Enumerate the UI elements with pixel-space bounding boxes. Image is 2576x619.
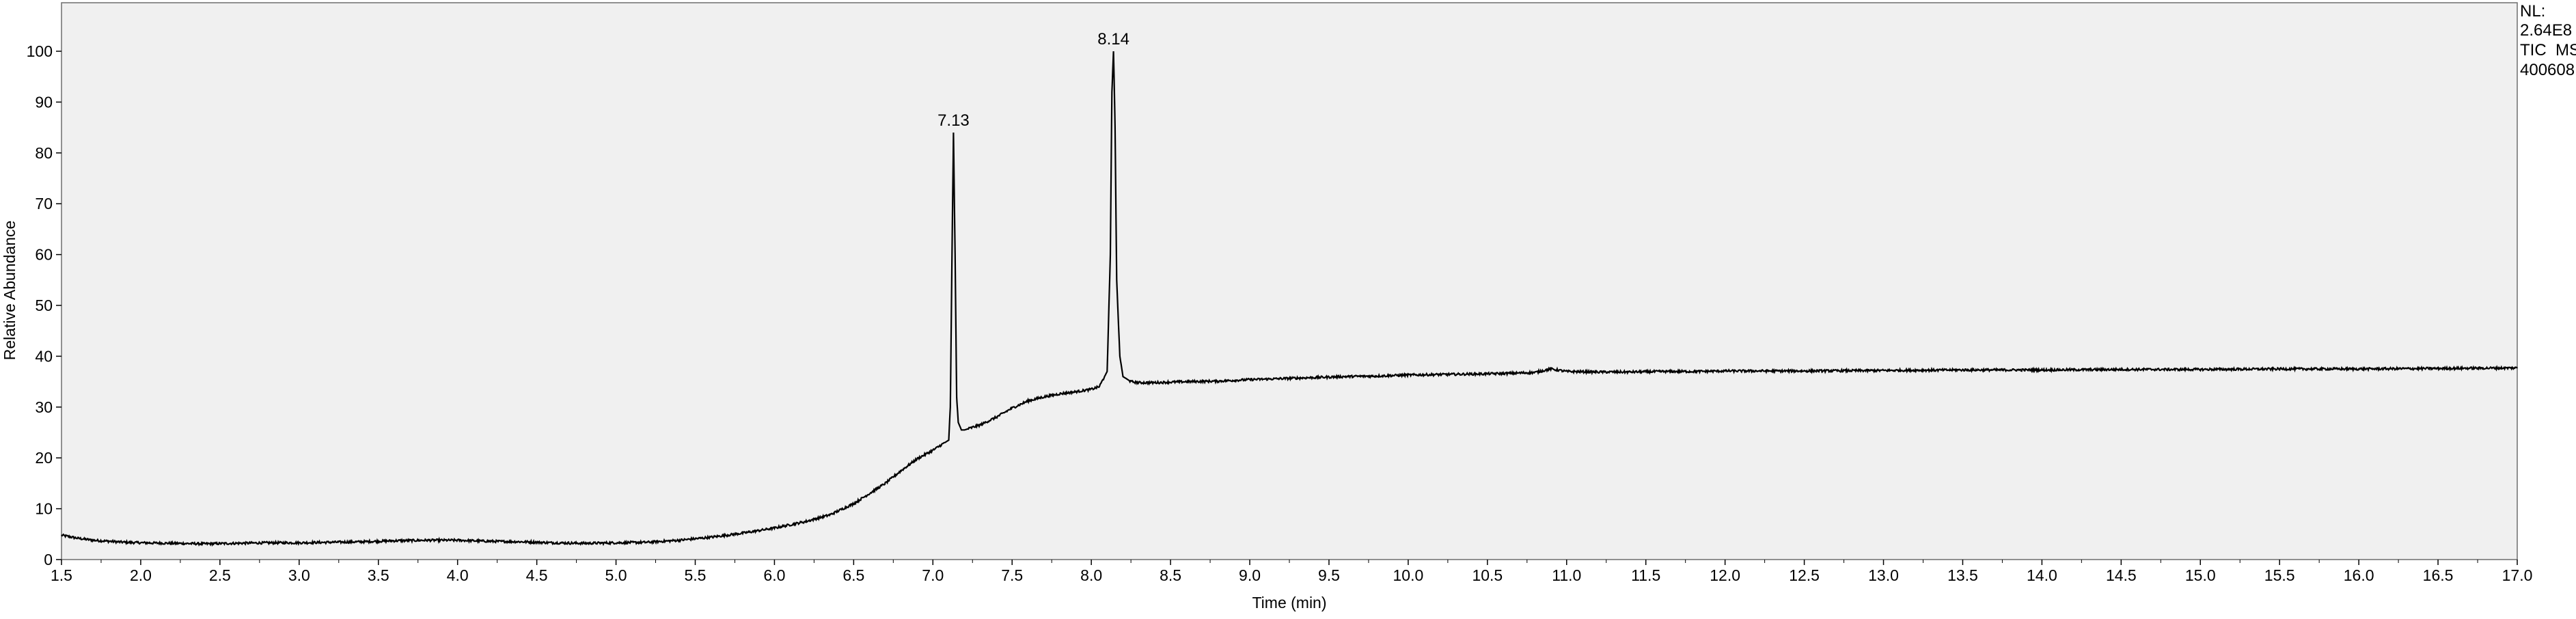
info-line-1: NL:	[2520, 2, 2545, 20]
x-tick-label: 14.0	[2027, 566, 2057, 584]
y-tick-label: 0	[44, 551, 53, 568]
x-tick-label: 16.0	[2344, 566, 2374, 584]
x-tick-label: 14.5	[2106, 566, 2137, 584]
y-tick-label: 20	[35, 449, 53, 467]
x-tick-label: 13.5	[1947, 566, 1978, 584]
x-tick-label: 11.5	[1631, 566, 1660, 584]
x-tick-label: 12.5	[1789, 566, 1820, 584]
info-line-3: TIC MS	[2520, 41, 2576, 59]
x-tick-label: 11.0	[1552, 566, 1581, 584]
y-axis: 0 10 20 30 40 50 60 70 80 90 100	[27, 42, 61, 568]
x-axis-title: Time (min)	[1252, 594, 1326, 611]
x-tick-label: 8.0	[1080, 566, 1102, 584]
series-line	[61, 51, 2518, 547]
x-tick-label: 9.0	[1239, 566, 1261, 584]
x-tick-label: 8.5	[1160, 566, 1181, 584]
x-tick-label: 17.0	[2502, 566, 2533, 584]
x-tick-label: 4.5	[526, 566, 548, 584]
y-tick-label: 40	[35, 347, 53, 365]
x-tick-label: 13.0	[1868, 566, 1899, 584]
x-tick-label: 4.0	[447, 566, 469, 584]
x-tick-label: 7.5	[1001, 566, 1023, 584]
y-tick-label: 60	[35, 246, 53, 264]
y-tick-label: 30	[35, 398, 53, 416]
y-tick-label: 90	[35, 93, 53, 111]
info-line-4: 400608	[2520, 61, 2575, 79]
y-tick-label: 100	[27, 42, 53, 60]
x-tick-label: 9.5	[1318, 566, 1340, 584]
x-tick-label: 6.5	[842, 566, 864, 584]
y-tick-label: 10	[35, 500, 53, 518]
info-line-2: 2.64E8	[2520, 21, 2572, 40]
x-tick-label: 5.5	[684, 566, 706, 584]
x-tick-label: 15.0	[2185, 566, 2216, 584]
info-box: NL: 2.64E8 TIC MS 400608	[2520, 2, 2576, 79]
x-tick-label: 3.5	[368, 566, 389, 584]
x-tick-label: 3.0	[288, 566, 310, 584]
x-tick-label: 2.5	[209, 566, 231, 584]
x-tick-label: 15.5	[2264, 566, 2295, 584]
y-tick-label: 50	[35, 297, 53, 314]
x-tick-label: 12.0	[1710, 566, 1740, 584]
x-tick-label: 5.0	[605, 566, 627, 584]
x-tick-label: 16.5	[2423, 566, 2454, 584]
x-tick-label: 6.0	[763, 566, 785, 584]
peak-label: 8.14	[1097, 30, 1129, 49]
x-tick-label: 10.0	[1393, 566, 1424, 584]
x-axis: 1.5 2.0 2.5 3.0 3.5 4.0 4.5 5.0 5.5 6.0 6.5 7.0 7.5 8…	[51, 560, 2532, 584]
x-tick-label: 2.0	[130, 566, 152, 584]
peak-labels: 7.13 8.14	[937, 30, 1129, 130]
x-tick-label: 1.5	[51, 566, 72, 584]
plot-area	[61, 2, 2518, 560]
y-axis-title: Relative Abundance	[1, 221, 18, 361]
y-tick-label: 70	[35, 195, 53, 212]
peak-label: 7.13	[937, 111, 970, 130]
x-tick-label: 7.0	[922, 566, 944, 584]
y-tick-label: 80	[35, 144, 53, 162]
x-tick-label: 10.5	[1472, 566, 1503, 584]
